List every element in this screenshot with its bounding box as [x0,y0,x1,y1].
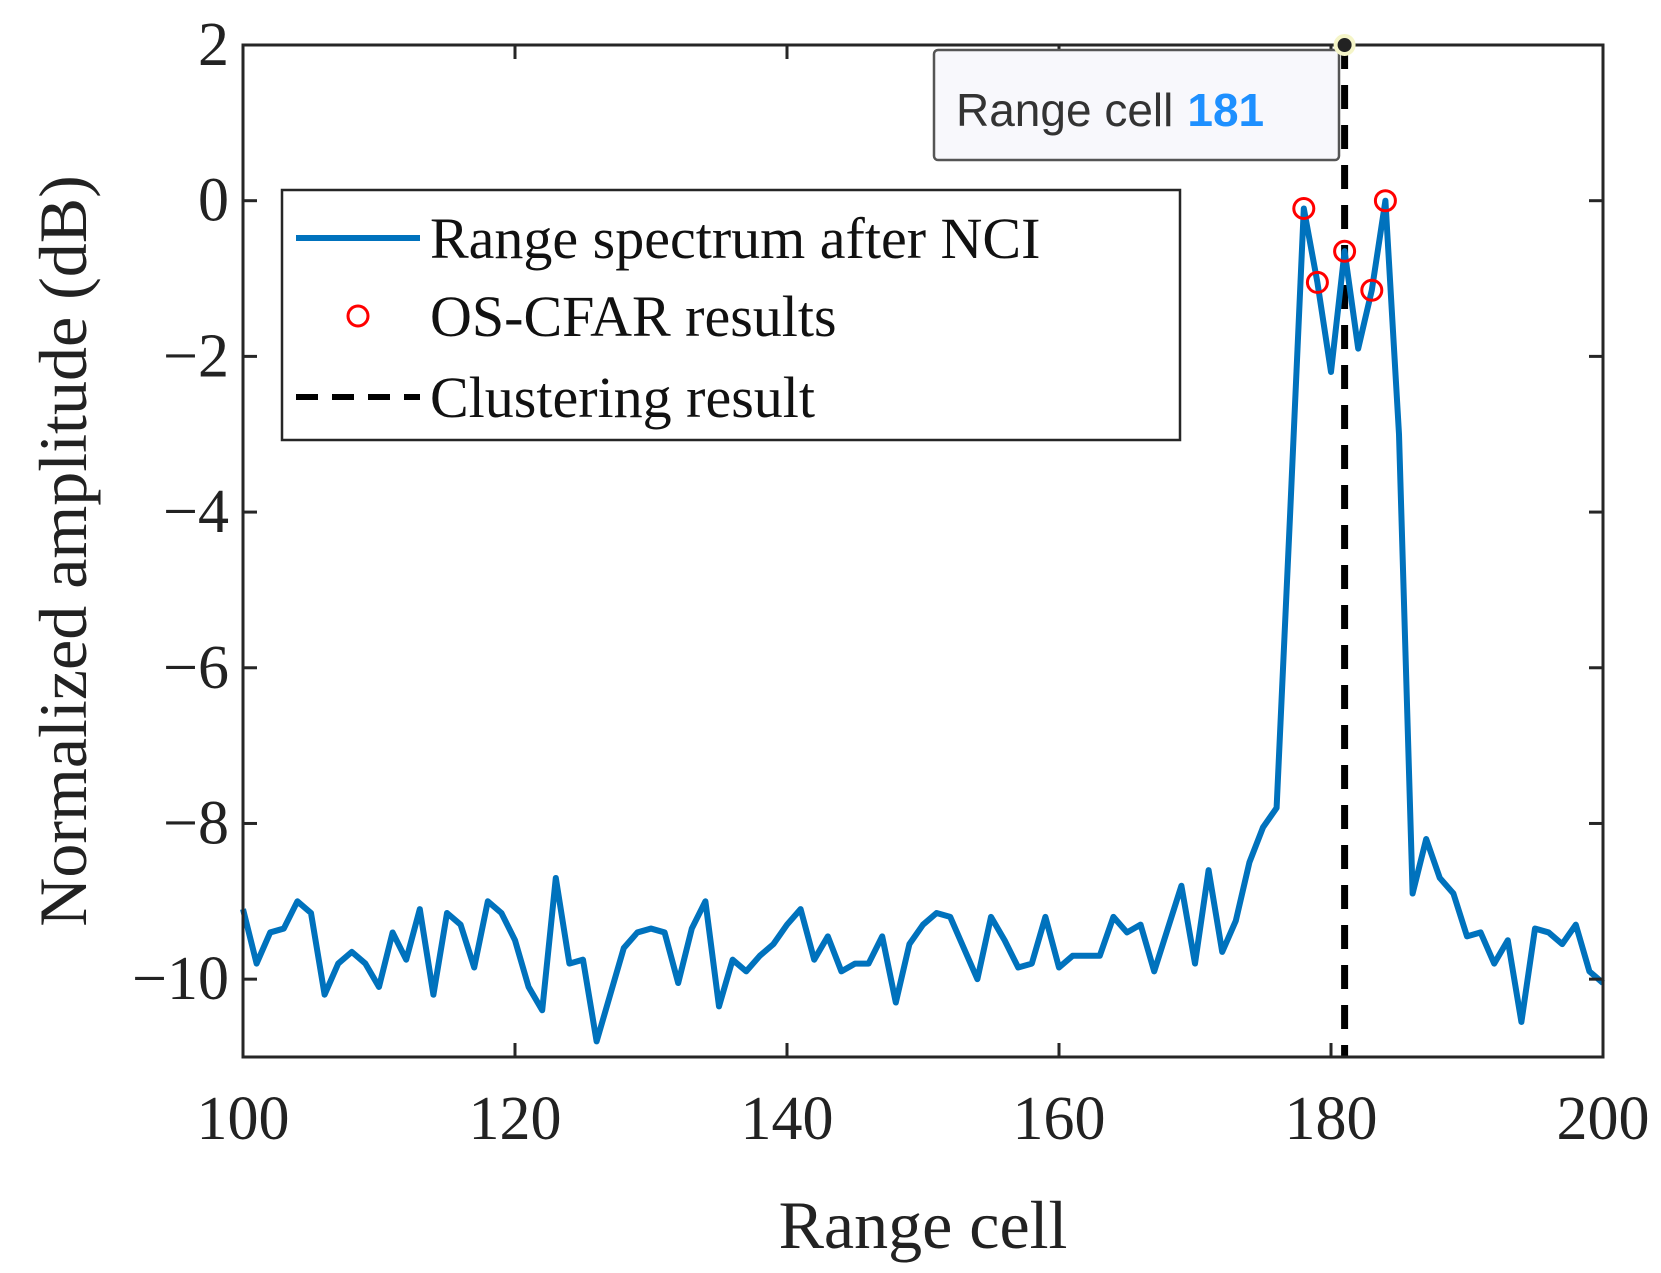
y-tick-label: −8 [163,789,229,857]
y-tick-label: −10 [132,945,229,1013]
x-tick-label: 120 [469,1085,562,1153]
legend: Range spectrum after NCI OS-CFAR results… [280,188,1182,442]
legend-label-cfar: OS-CFAR results [430,284,837,349]
datatip-marker[interactable] [1333,34,1356,56]
y-tick-label: 0 [198,167,229,235]
datatip-label: Range cell [956,84,1173,136]
plot-area [240,45,1605,1057]
os-cfar-marker [1305,270,1329,294]
datatip-box [932,48,1341,162]
y-tick-label: −6 [163,634,229,702]
legend-label-clustering: Clustering result [430,365,815,430]
axis-ticks: 100 120 140 160 180 200 2 0 −2 −4 −6 −8 −10 [132,11,1649,1153]
y-tick-label: 2 [198,11,229,79]
x-tick-label: 180 [1285,1085,1378,1153]
legend-circle-swatch [346,304,370,328]
datatip: Range cell 181 [932,34,1356,162]
x-tick-label: 160 [1013,1085,1106,1153]
y-tick-label: −4 [163,478,229,546]
os-cfar-marker [1292,196,1316,220]
x-axis-label: Range cell [779,1187,1068,1263]
x-tick-label: 200 [1557,1085,1650,1153]
datatip-text: Range cell 181 [956,84,1264,136]
legend-box [280,188,1182,442]
os-cfar-marker [1333,239,1357,263]
legend-label-spectrum: Range spectrum after NCI [430,206,1040,271]
range-spectrum-line [240,197,1605,1045]
os-cfar-marker [1373,189,1397,213]
x-tick-label: 100 [197,1085,290,1153]
datatip-value: 181 [1187,84,1264,136]
y-tick-label: −2 [163,322,229,390]
x-tick-label: 140 [741,1085,834,1153]
axes-box [241,43,1605,1059]
os-cfar-marker [1360,278,1384,302]
y-axis-label: Normalized amplitude (dB) [25,175,101,927]
